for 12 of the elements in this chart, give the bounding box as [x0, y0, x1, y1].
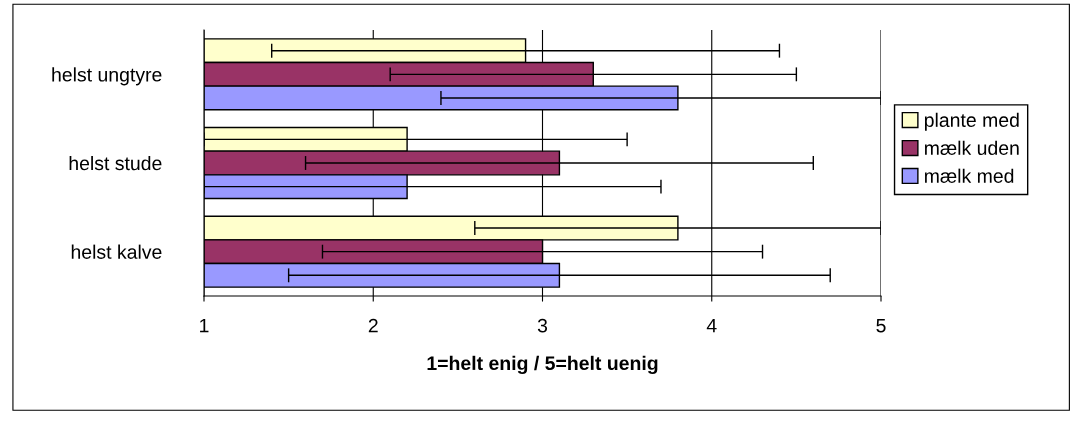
y-tick-label: helst kalve — [71, 244, 162, 259]
x-axis-title: 1=helt enig / 5=helt uenig — [427, 355, 658, 374]
legend-label: plante med — [924, 112, 1019, 131]
x-tick-label: 1 — [200, 318, 209, 333]
x-tick-label: 3 — [537, 318, 548, 333]
y-tick-label: helst stude — [69, 155, 162, 171]
legend-label: mælk med — [925, 168, 1014, 183]
x-tick-label: 5 — [876, 318, 886, 333]
legend-label: mælk uden — [925, 140, 1019, 155]
x-tick-label: 4 — [706, 318, 717, 333]
x-tick-label: 2 — [368, 318, 378, 333]
y-tick-label: helst ungtyre — [52, 67, 162, 86]
